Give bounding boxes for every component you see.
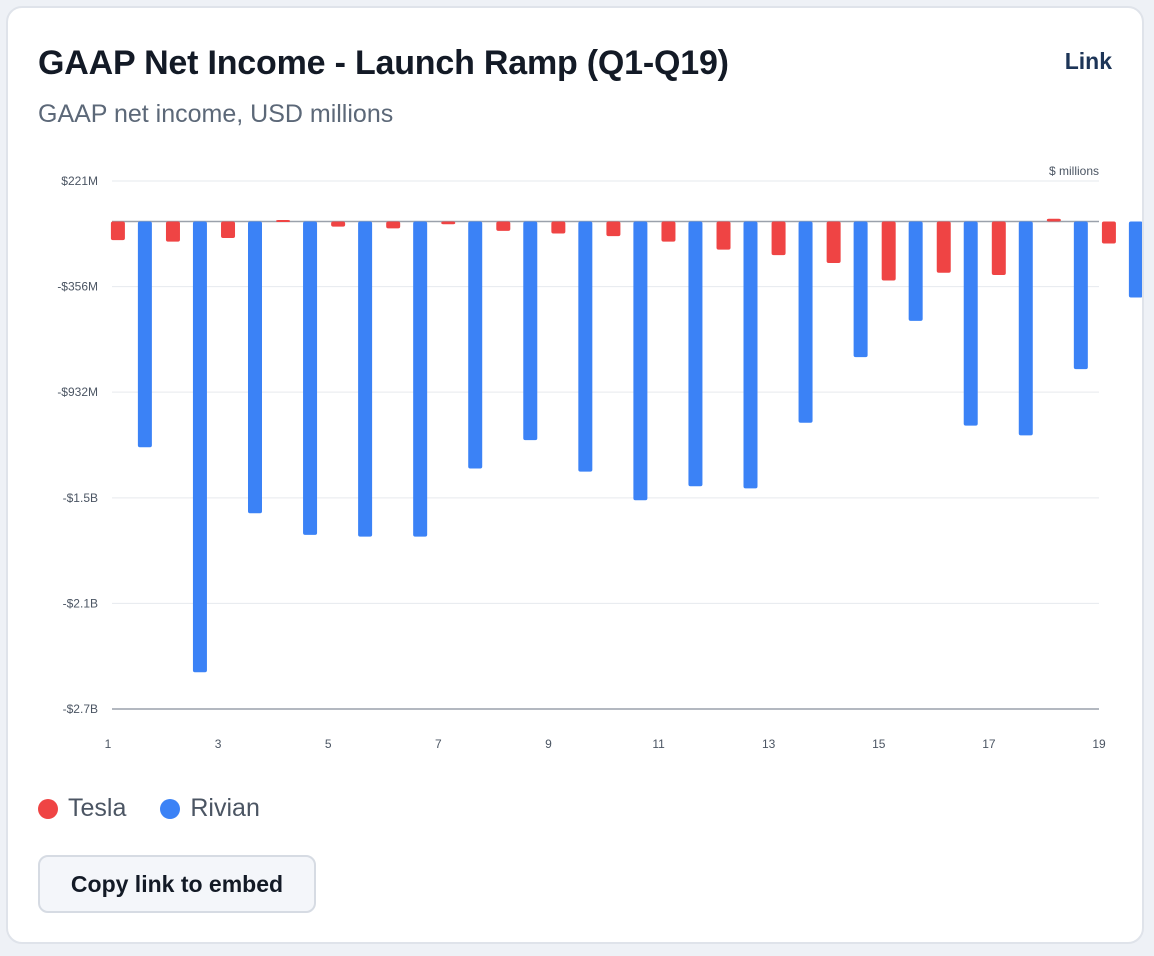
x-tick-label: 11 (652, 737, 665, 751)
x-tick-label: 19 (1092, 737, 1106, 751)
bar-tesla-q18[interactable] (1046, 218, 1061, 222)
bar-rivian-q6[interactable] (413, 221, 428, 537)
y-tick-label: -$2.7B (63, 702, 98, 716)
bar-rivian-q12[interactable] (743, 221, 758, 489)
bar-tesla-q19[interactable] (1101, 221, 1116, 244)
bar-tesla-q6[interactable] (386, 221, 401, 229)
y-axis-labels: $221M -$356M -$932M -$1.5B -$2.1B -$2.7B (57, 174, 98, 716)
bar-rivian-q7[interactable] (468, 221, 483, 469)
bar-tesla-q17[interactable] (991, 221, 1006, 275)
rivian-dot-icon (160, 798, 181, 819)
chart-subtitle: GAAP net income, USD millions (38, 100, 394, 128)
legend-label-tesla: Tesla (68, 794, 127, 822)
bar-tesla-q13[interactable] (771, 221, 786, 256)
bar-rivian-q19[interactable] (1128, 221, 1142, 298)
copy-embed-link-button[interactable]: Copy link to embed (38, 855, 316, 913)
bar-tesla-q15[interactable] (881, 221, 896, 281)
bar-tesla-q16[interactable] (936, 221, 951, 273)
bar-rivian-q2[interactable] (192, 221, 207, 673)
grid-lines (112, 180, 1099, 710)
bar-tesla-q14[interactable] (826, 221, 841, 264)
bar-rivian-q5[interactable] (358, 221, 373, 537)
bar-tesla-q7[interactable] (441, 221, 456, 225)
x-tick-label: 9 (545, 737, 552, 751)
x-tick-label: 13 (762, 737, 776, 751)
x-axis-labels: 1 3 5 7 9 11 13 15 17 19 (105, 737, 1106, 751)
legend: Tesla Rivian (38, 794, 294, 823)
x-tick-label: 15 (872, 737, 886, 751)
y-tick-label: $221M (61, 174, 98, 188)
bar-tesla-q2[interactable] (165, 221, 180, 242)
bar-rivian-q9[interactable] (578, 221, 593, 472)
y-tick-label: -$1.5B (63, 491, 98, 505)
tesla-dot-icon (38, 798, 58, 819)
x-tick-label: 7 (435, 737, 442, 751)
bar-tesla-q10[interactable] (606, 221, 621, 237)
bar-tesla-q4[interactable] (276, 220, 291, 223)
bars (110, 218, 1142, 673)
legend-item-rivian[interactable]: Rivian (160, 794, 260, 823)
bar-tesla-q9[interactable] (551, 221, 566, 234)
y-tick-label: -$932M (57, 385, 98, 399)
bar-rivian-q1[interactable] (137, 221, 152, 448)
chart-title: GAAP Net Income - Launch Ramp (Q1-Q19) (38, 44, 729, 82)
bar-rivian-q11[interactable] (688, 221, 703, 487)
bar-rivian-q8[interactable] (523, 221, 538, 441)
legend-label-rivian: Rivian (190, 794, 260, 822)
bar-rivian-q16[interactable] (963, 221, 978, 426)
x-tick-label: 3 (215, 737, 222, 751)
bar-rivian-q3[interactable] (247, 221, 262, 514)
bar-rivian-q4[interactable] (303, 221, 318, 535)
bar-rivian-q13[interactable] (798, 221, 813, 423)
bar-rivian-q14[interactable] (853, 221, 868, 358)
bar-tesla-q11[interactable] (661, 221, 676, 242)
x-tick-label: 17 (982, 737, 996, 751)
y-tick-label: -$2.1B (63, 596, 98, 610)
bar-tesla-q3[interactable] (221, 221, 236, 238)
link-button[interactable]: Link (1064, 48, 1112, 74)
x-tick-label: 5 (325, 737, 332, 751)
chart-card: GAAP Net Income - Launch Ramp (Q1-Q19) G… (6, 6, 1144, 944)
unit-label: $ millions (1049, 164, 1099, 178)
bar-rivian-q18[interactable] (1073, 221, 1088, 370)
bar-tesla-q1[interactable] (110, 221, 125, 241)
bar-rivian-q10[interactable] (633, 221, 648, 501)
legend-item-tesla[interactable]: Tesla (38, 794, 126, 823)
y-tick-label: -$356M (57, 280, 98, 294)
bar-tesla-q5[interactable] (331, 221, 346, 227)
x-tick-label: 1 (105, 737, 112, 751)
bar-rivian-q17[interactable] (1018, 221, 1033, 436)
bar-tesla-q8[interactable] (496, 221, 511, 231)
bar-tesla-q12[interactable] (716, 221, 731, 250)
bar-rivian-q15[interactable] (908, 221, 923, 321)
